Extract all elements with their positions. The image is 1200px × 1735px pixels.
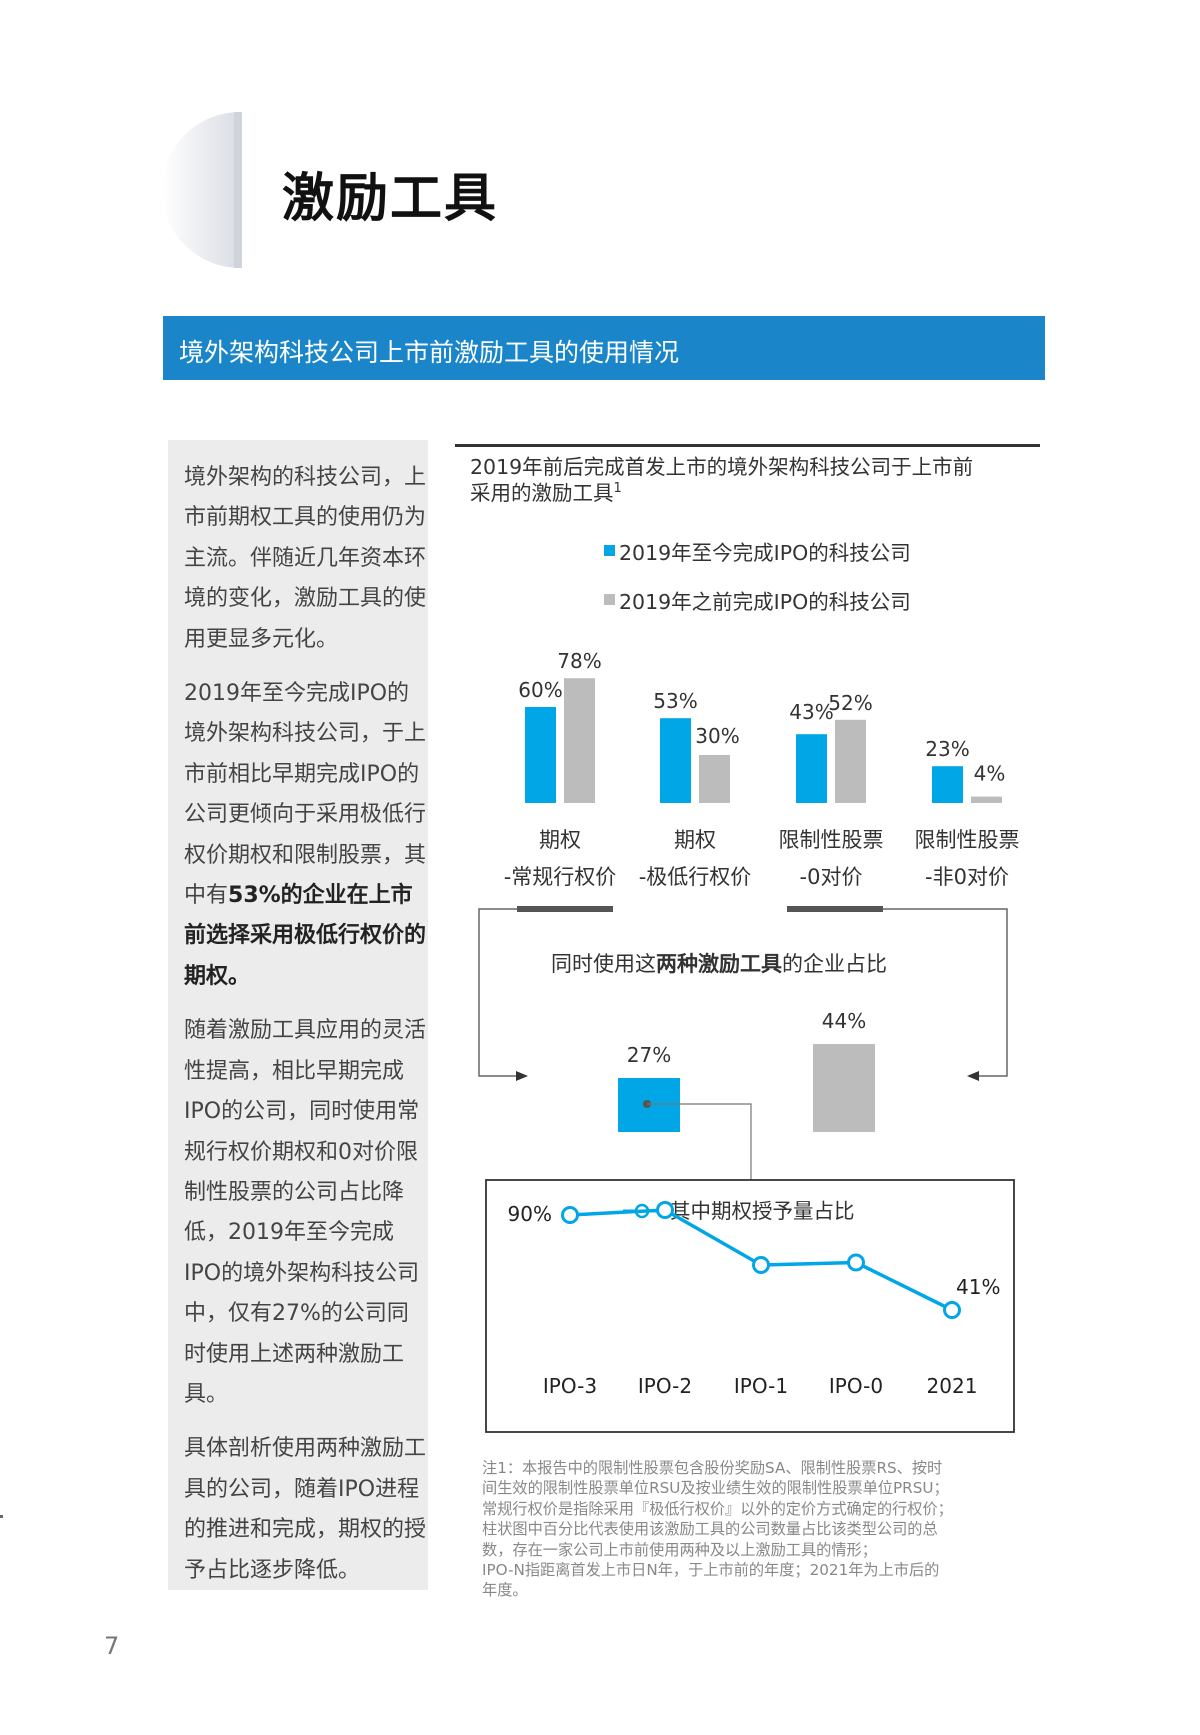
line-chart: IPO-3 IPO-2 IPO-1 IPO-0 2021 90% 41%: [508, 1201, 1000, 1398]
combined-bar-value-label: 44%: [822, 1009, 866, 1033]
combined-usage-title-post: 的企业占比: [782, 952, 887, 976]
connector-to-line-chart: [647, 1103, 752, 1180]
footnote-line: IPO-N指距离首发上市日N年，于上市前的年度；2021年为上市后的: [482, 1561, 940, 1580]
bar-recent-3: [796, 734, 827, 803]
line-x-tick-label: 2021: [927, 1374, 978, 1398]
legend-label-earlier: 2019年之前完成IPO的科技公司: [619, 590, 911, 614]
line-point-marker: [752, 1256, 770, 1274]
bar-earlier-2: [699, 755, 730, 803]
legend-swatch-earlier: [604, 594, 615, 605]
sidebar-paragraph-2-highlight: 53%的企业在上市前选择采用极低行权价的期权。: [184, 883, 427, 989]
line-x-tick-label: IPO-3: [543, 1374, 597, 1398]
connector-left-arrowhead: [516, 1071, 528, 1081]
category-label-line2: -极低行权价: [639, 865, 752, 889]
sidebar-commentary: 境外架构的科技公司，上市前期权工具的使用仍为主流。伴随近几年资本环境的变化，激励…: [168, 440, 428, 1590]
line-legend-label: 其中期权授予量占比: [670, 1199, 855, 1223]
footnote-line: 数，存在一家公司上市前使用两种及以上激励工具的情形；: [482, 1540, 877, 1559]
page-title: 激励工具: [282, 169, 499, 229]
combined-bar-value-label: 27%: [627, 1043, 671, 1067]
bar-earlier-3: [835, 719, 866, 803]
bar-value-label: 60%: [518, 678, 562, 702]
section-banner-title: 境外架构科技公司上市前激励工具的使用情况: [179, 338, 680, 367]
bar-chart-title-line2-text: 采用的激励工具: [470, 481, 614, 505]
line-x-tick-label: IPO-0: [829, 1374, 883, 1398]
legend-swatch-recent: [604, 545, 615, 556]
footnote-line: 注1：本报告中的限制性股票包含股份奖励SA、限制性股票RS、按时: [482, 1459, 943, 1477]
bar-earlier-4: [971, 796, 1002, 803]
bar-earlier-1: [564, 678, 595, 803]
sidebar-paragraph-3: 随着激励工具应用的灵活性提高，相比早期完成IPO的公司，同时使用常规行权价期权和…: [184, 1018, 427, 1407]
category-label-line2: -非0对价: [925, 865, 1009, 889]
combined-usage-title-bold: 两种激励工具: [656, 952, 782, 976]
connector-right: [883, 908, 1008, 1077]
chart-top-rule: [455, 444, 1040, 447]
bar-value-label: 30%: [695, 724, 739, 748]
line-x-tick-label: IPO-2: [638, 1374, 692, 1398]
bracket-marker-right: [787, 906, 883, 912]
combined-usage-title-pre: 同时使用这: [551, 952, 656, 976]
category-label-line2: -常规行权价: [504, 865, 617, 889]
bar-value-label: 4%: [974, 762, 1006, 786]
sidebar-paragraph-2: 2019年至今完成IPO的境外架构科技公司，于上市前相比早期完成IPO的公司更倾…: [168, 674, 429, 997]
sidebar-paragraph-2-text: 2019年至今完成IPO的境外架构科技公司，于上市前相比早期完成IPO的公司更倾…: [184, 681, 427, 909]
decorative-arc: [162, 112, 242, 268]
bar-recent-2: [660, 718, 691, 803]
combined-usage-title: 同时使用这两种激励工具的企业占比: [551, 952, 887, 976]
footnote-line: 间生效的限制性股票单位RSU及按业绩生效的限制性股票单位PRSU；: [482, 1479, 949, 1498]
connector-right-arrowhead: [967, 1071, 979, 1081]
bar-chart-title-line1: 2019年前后完成首发上市的境外架构科技公司于上市前: [470, 455, 973, 479]
margin-dot: [0, 1515, 3, 1518]
bar-chart-title-footnote: 1: [614, 481, 622, 496]
bar-value-label: 23%: [925, 737, 969, 761]
bar-group: 60% 78% 53% 30% 43%52% 23%4%: [518, 649, 1005, 803]
line-point-marker: [561, 1206, 579, 1224]
line-point-label-last: 41%: [956, 1275, 1000, 1299]
combined-bar-earlier: [813, 1044, 875, 1132]
bracket-marker-left: [517, 906, 613, 912]
bar-value-label: 78%: [557, 649, 601, 673]
sidebar-paragraph-4: 具体剖析使用两种激励工具的公司，随着IPO进程的推进和完成，期权的授予占比逐步降…: [184, 1436, 427, 1583]
category-label-line1: 限制性股票: [915, 828, 1020, 852]
bar-recent-4: [932, 766, 963, 803]
combined-usage-bars: 27% 44%: [618, 1009, 875, 1132]
footnote-line: 年度。: [482, 1581, 528, 1600]
category-label-line1: 期权: [674, 828, 716, 852]
line-point-label-first: 90%: [508, 1202, 552, 1226]
bar-value-label: 52%: [828, 691, 872, 715]
section-banner: 境外架构科技公司上市前激励工具的使用情况: [163, 316, 1045, 380]
bar-value-label: 43%: [789, 700, 833, 724]
category-label-line1: 期权: [539, 828, 581, 852]
sidebar-paragraph-1: 境外架构的科技公司，上市前期权工具的使用仍为主流。伴随近几年资本环境的变化，激励…: [184, 465, 427, 652]
footnotes: 注1：本报告中的限制性股票包含股份奖励SA、限制性股票RS、按时 间生效的限制性…: [482, 1458, 1038, 1601]
line-point-marker: [656, 1201, 674, 1219]
category-label-line2: -0对价: [800, 865, 863, 889]
legend-label-recent: 2019年至今完成IPO的科技公司: [619, 541, 911, 565]
bar-recent-1: [525, 707, 556, 803]
footnote-line: 柱状图中百分比代表使用该激励工具的公司数量占比该类型公司的总: [482, 1520, 938, 1539]
footnote-line: 常规行权价是指除采用『极低行权价』以外的定价方式确定的行权价；: [482, 1499, 953, 1518]
line-x-tick-label: IPO-1: [734, 1374, 788, 1398]
connector-left: [478, 908, 520, 1077]
bar-chart-title-line2: 采用的激励工具1: [470, 481, 622, 505]
line-point-marker: [943, 1301, 961, 1319]
bar-value-label: 53%: [653, 689, 697, 713]
page-number: 7: [104, 1632, 120, 1660]
line-point-marker: [847, 1253, 865, 1272]
category-label-line1: 限制性股票: [779, 828, 884, 852]
